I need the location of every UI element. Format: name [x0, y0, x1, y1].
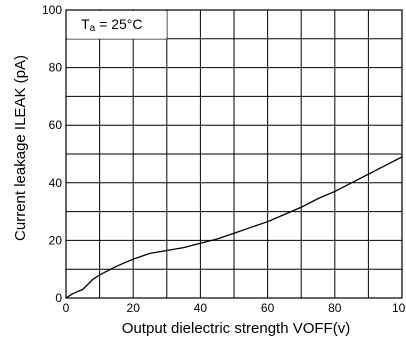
y-tick-label: 100: [42, 3, 62, 17]
y-axis-title: Current leakage ILEAK (pA): [12, 55, 29, 241]
annotation-value: = 25°C: [95, 16, 142, 32]
y-tick-label: 40: [49, 176, 63, 190]
plot-border: [65, 9, 403, 299]
series-line-0: [65, 156, 403, 299]
x-tick-label: 20: [127, 301, 141, 315]
x-tick-label: 40: [194, 301, 208, 315]
annotation-text: Ta = 25°C: [81, 16, 142, 34]
y-tick-label: 20: [49, 233, 63, 247]
annotation-symbol: T: [81, 16, 90, 32]
y-tick-label: 80: [49, 61, 63, 75]
x-tick-labels: 0 20 40 60 80 100: [63, 301, 406, 315]
x-tick-label: 100: [392, 301, 406, 315]
series-layer: [65, 156, 403, 299]
y-tick-label: 0: [55, 291, 62, 305]
annotation-subscript: a: [90, 23, 96, 34]
x-tick-label: 0: [63, 301, 70, 315]
x-tick-label: 60: [261, 301, 275, 315]
y-tick-labels: 0 20 40 60 80 100: [42, 3, 62, 305]
annotation-box: Ta = 25°C: [67, 11, 167, 39]
x-tick-label: 80: [328, 301, 342, 315]
y-tick-label: 60: [49, 118, 63, 132]
grid-lines: [66, 10, 402, 298]
annotation-box-bg: [67, 11, 167, 39]
x-axis-title: Output dielectric strength VOFF(v): [122, 320, 350, 337]
